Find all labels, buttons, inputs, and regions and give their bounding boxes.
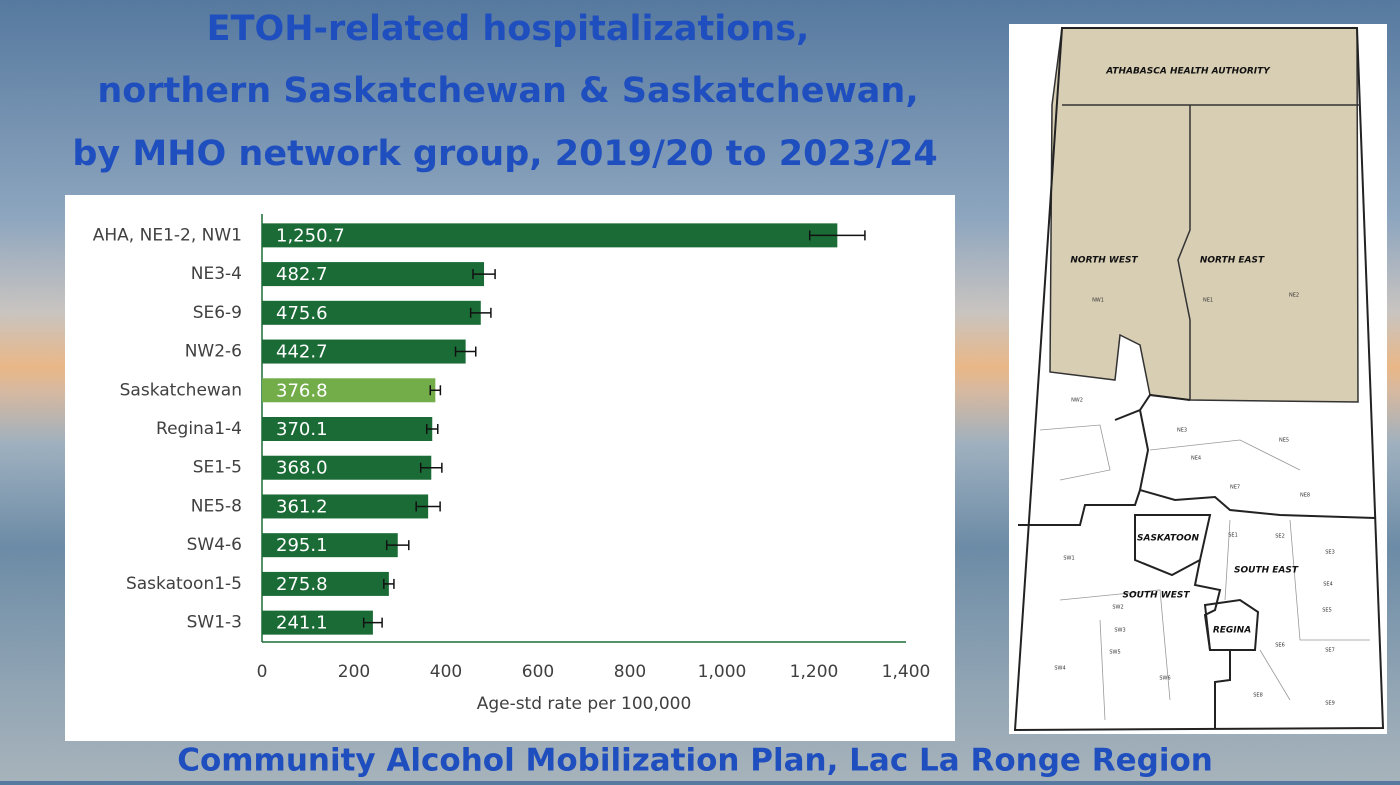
- district-label: NE7: [1230, 485, 1240, 491]
- mid-boundary: [1018, 488, 1376, 526]
- region-label: SASKATOON: [1137, 534, 1199, 544]
- x-tick-label: 0: [257, 662, 268, 682]
- y-tick-label: Saskatchewan: [120, 380, 242, 400]
- district-label: SE3: [1325, 550, 1335, 556]
- error-bar: [362, 617, 383, 628]
- value-label: 1,250.7: [276, 225, 345, 246]
- value-label: 376.8: [276, 380, 328, 401]
- district-label: NE4: [1191, 456, 1201, 462]
- x-tick-label: 800: [614, 662, 646, 682]
- value-label: 275.8: [276, 574, 328, 595]
- district-label: SW5: [1109, 650, 1120, 656]
- error-bar: [425, 424, 439, 434]
- y-tick-label: NE5-8: [191, 496, 242, 516]
- bar: [262, 610, 373, 635]
- province-outline: [1013, 27, 1385, 732]
- district-label: NE5: [1279, 438, 1289, 444]
- district-label: NE2: [1289, 293, 1299, 299]
- y-tick-label: AHA, NE1-2, NW1: [93, 225, 242, 245]
- north-region: [1049, 27, 1359, 403]
- y-tick-label: NW2-6: [185, 342, 242, 362]
- value-label: 368.0: [276, 458, 328, 479]
- y-tick-label: Regina1-4: [156, 419, 242, 439]
- y-tick-label: SW4-6: [187, 535, 242, 555]
- district-label: NW2: [1071, 398, 1083, 404]
- district-label: SE1: [1228, 533, 1238, 539]
- north-boundary: [1062, 104, 1360, 400]
- y-tick-label: SE6-9: [193, 303, 242, 323]
- error-bar: [419, 462, 443, 473]
- value-label: 361.2: [276, 496, 328, 517]
- map: ATHABASCA HEALTH AUTHORITY NORTH WEST NO…: [1009, 24, 1387, 734]
- district-label: SE6: [1275, 643, 1285, 649]
- error-bar: [415, 501, 441, 512]
- x-tick-label: 1,000: [698, 662, 747, 682]
- bar: [262, 455, 432, 480]
- chart-panel: [65, 195, 955, 741]
- district-label: SW2: [1112, 605, 1123, 611]
- region-label: SOUTH WEST: [1123, 591, 1191, 601]
- district-label: NE1: [1203, 298, 1213, 304]
- district-label: SE2: [1275, 534, 1285, 540]
- district-label: NE8: [1300, 493, 1310, 499]
- error-bar: [469, 307, 492, 318]
- x-tick-label: 1,200: [790, 662, 839, 682]
- value-label: 241.1: [276, 613, 328, 634]
- value-label: 295.1: [276, 535, 328, 556]
- district-label: SW4: [1054, 666, 1065, 672]
- error-bar: [808, 230, 866, 241]
- value-label: 442.7: [276, 342, 328, 363]
- bar: [262, 417, 433, 441]
- y-tick-label: NE3-4: [191, 264, 242, 284]
- ne-boundary: [1114, 393, 1191, 491]
- x-tick-label: 200: [338, 662, 370, 682]
- bar: [262, 262, 485, 287]
- value-label: 482.7: [276, 264, 328, 285]
- bar: [262, 494, 429, 519]
- district-label: SE9: [1325, 701, 1335, 707]
- y-tick-label: SW1-3: [187, 613, 242, 633]
- bar: [262, 223, 838, 248]
- district-label: SE4: [1323, 582, 1333, 588]
- y-tick-label: SE1-5: [193, 458, 242, 478]
- error-bar: [383, 578, 395, 589]
- title-line: ETOH-related hospitalizations,: [207, 9, 810, 49]
- bar: [262, 378, 436, 403]
- y-tick-label: Saskatoon1-5: [126, 574, 242, 594]
- region-label: SOUTH EAST: [1234, 566, 1299, 576]
- x-tick-label: 1,400: [882, 662, 931, 682]
- x-tick-label: 600: [522, 662, 554, 682]
- region-label: NORTH EAST: [1200, 256, 1265, 266]
- error-bar: [472, 269, 496, 280]
- footer: Community Alcohol Mobilization Plan, Lac…: [177, 743, 1213, 779]
- regina-boundary: [1203, 598, 1260, 651]
- district-label: NW1: [1092, 298, 1104, 304]
- x-axis-label: Age-std rate per 100,000: [477, 694, 692, 714]
- saskatoon-boundary: [1134, 514, 1212, 577]
- title-line: by MHO network group, 2019/20 to 2023/24: [72, 134, 937, 174]
- bar: [262, 300, 481, 325]
- district-label: SW1: [1063, 556, 1074, 562]
- district-label: NE3: [1177, 428, 1187, 434]
- region-label: REGINA: [1213, 626, 1251, 636]
- bar: [262, 571, 389, 596]
- district-label: SW6: [1159, 676, 1170, 682]
- title-line: northern Saskatchewan & Saskatchewan,: [97, 71, 918, 111]
- region-label: ATHABASCA HEALTH AUTHORITY: [1105, 67, 1271, 77]
- district-label: SE8: [1253, 693, 1263, 699]
- bar: [262, 339, 466, 364]
- error-bar: [454, 346, 477, 357]
- x-tick-label: 400: [430, 662, 462, 682]
- district-label: SE5: [1322, 608, 1332, 614]
- bar: [262, 533, 398, 558]
- district-label: SW3: [1114, 628, 1125, 634]
- error-bar: [429, 385, 442, 396]
- value-label: 370.1: [276, 419, 328, 440]
- value-label: 475.6: [276, 303, 328, 324]
- district-label: SE7: [1325, 648, 1335, 654]
- district-lines: [1039, 424, 1370, 721]
- region-label: NORTH WEST: [1070, 256, 1138, 266]
- error-bar: [385, 540, 410, 551]
